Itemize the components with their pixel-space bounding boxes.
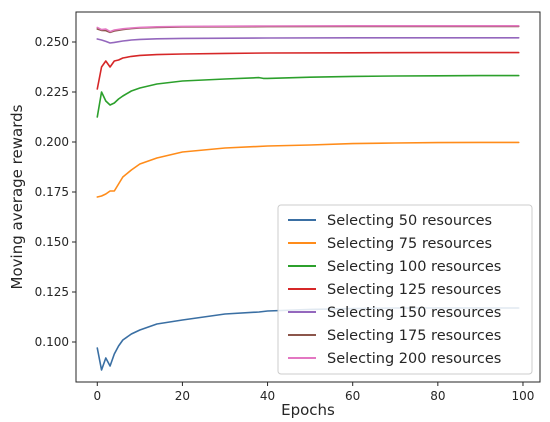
x-tick-label: 60: [345, 389, 360, 403]
y-tick-label: 0.100: [35, 335, 69, 349]
x-tick-label: 80: [430, 389, 445, 403]
legend-label-1: Selecting 50 resources: [327, 213, 492, 229]
series-layer: [96, 25, 520, 371]
tick-layer: 0 20 40 60 80 100 0.100 0.125 0.150 0.175 0.200 0.2…: [35, 35, 535, 403]
legend-entries: Selecting 50 resources Selecting 75 resou…: [288, 213, 501, 367]
y-tick-label: 0.150: [35, 235, 69, 249]
y-tick-label: 0.250: [35, 35, 69, 49]
x-tick-label: 100: [512, 389, 535, 403]
plot-frame: [75, 11, 541, 383]
series-line-7: [96, 25, 520, 33]
y-tick-label: 0.125: [35, 285, 69, 299]
legend-label-2: Selecting 75 resources: [327, 236, 492, 252]
series-line-3: [96, 74, 520, 118]
x-tick-label: 20: [175, 389, 190, 403]
legend-label-4: Selecting 125 resources: [327, 282, 501, 298]
legend-label-7: Selecting 200 resources: [327, 351, 501, 367]
legend-label-3: Selecting 100 resources: [327, 259, 501, 275]
series-line-4: [96, 51, 520, 90]
series-line-2: [96, 141, 520, 198]
legend-label-6: Selecting 175 resources: [327, 328, 501, 344]
y-axis-label: Moving average rewards: [8, 104, 26, 289]
x-tick-label: 40: [260, 389, 275, 403]
series-line-5: [96, 37, 520, 44]
legend: Selecting 50 resources Selecting 75 resou…: [277, 204, 533, 375]
y-tick-label: 0.200: [35, 135, 69, 149]
legend-label-5: Selecting 150 resources: [327, 305, 501, 321]
legend-box: [277, 204, 533, 375]
x-tick-label: 0: [93, 389, 101, 403]
x-axis-label: Epochs: [281, 401, 335, 419]
y-tick-label: 0.175: [35, 185, 69, 199]
y-tick-label: 0.225: [35, 85, 69, 99]
